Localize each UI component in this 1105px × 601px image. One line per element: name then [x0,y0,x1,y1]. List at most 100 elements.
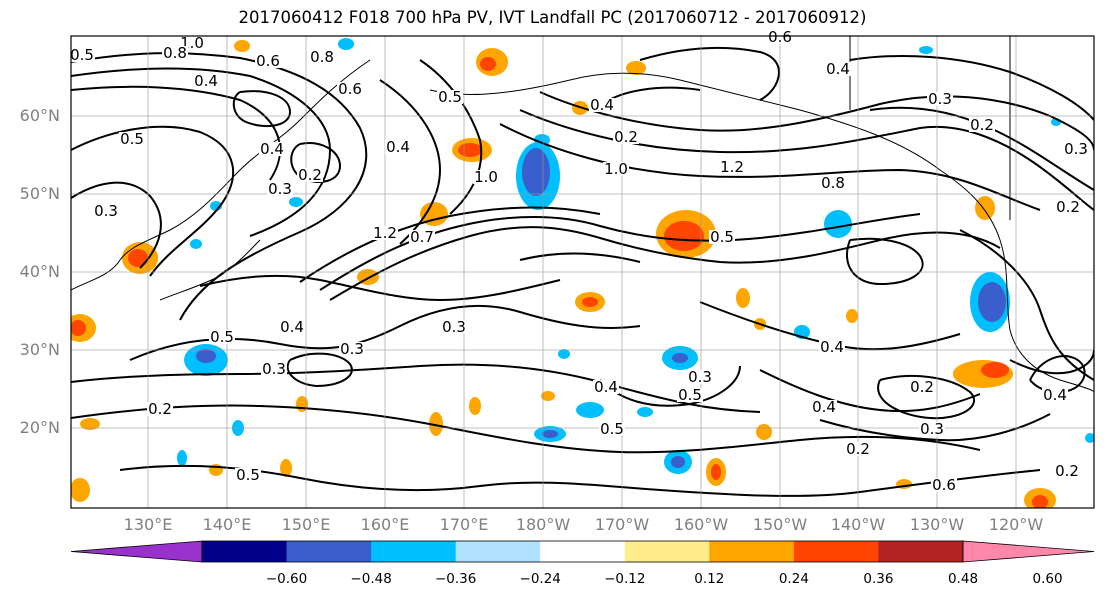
contour-label-background [297,168,323,182]
contour-label: 0.3 [340,340,364,358]
colorbar-tick-label: 0.24 [778,571,809,587]
contour-label-background [339,342,365,356]
contour-label: 0.2 [614,128,638,146]
contour-label-background [1042,388,1068,402]
contour-label: 0.2 [148,400,172,418]
longitude-label: 140°W [830,515,886,534]
contour-label-background [441,320,467,334]
contour-label: 0.5 [210,328,234,346]
contour-label-background [309,50,335,64]
colorbar-tick-label: −0.48 [350,571,392,587]
contour-label-background [119,132,145,146]
contour-label-background [162,46,188,60]
colorbar-segment [371,541,457,562]
contour-label: 0.4 [1043,386,1067,404]
contour-label: 0.5 [236,466,260,484]
contour-label: 0.3 [928,90,952,108]
contour-label-background [69,48,95,62]
colorbar-tick-label: 0.60 [1032,571,1063,587]
latitude-label: 50°N [19,184,60,203]
contour-label: 0.5 [710,228,734,246]
contour-label: 0.7 [410,228,434,246]
contour-label-background [235,468,261,482]
longitude-label: 130°E [123,515,173,534]
contour-label: 1.2 [720,158,744,176]
contour-labels: 1.00.8 0.60.40.5 0.80.60.60.40.30.20.50.30… [69,28,1089,494]
contour-label-background [919,422,945,436]
longitude-label: 160°W [673,515,729,534]
latitude-label: 40°N [19,262,60,281]
coastlines [71,36,1094,393]
contour-label: 0.4 [280,318,304,336]
colorbar-extend-low [70,540,203,563]
contour-label: 0.5 [70,46,94,64]
contour-label-background [385,140,411,154]
contour-label-background [709,230,735,244]
contour-label: 0.4 [386,138,410,156]
longitude-label: 170°W [594,515,650,534]
contour-label: 0.2 [846,440,870,458]
latitude-label: 30°N [19,340,60,359]
contour-label: 0.3 [94,202,118,220]
colorbar-segment [624,541,710,562]
colorbar-tick-label: 0.36 [863,571,894,587]
contour-label: 0.5 [438,88,462,106]
contour-label: 0.6 [256,52,280,70]
contour-label-background [1063,142,1089,156]
contour-label-background [372,226,398,240]
contour-label-background [593,380,619,394]
contour-label: 0.5 [678,386,702,404]
colorbar-segment [455,541,541,562]
contour-label: 0.3 [442,318,466,336]
contour-label-background [437,90,463,104]
contour-label-background [1054,464,1080,478]
contour-label-background [603,162,629,176]
colorbar-extend-high [962,540,1095,563]
contour-label-background [719,160,745,174]
longitude-label: 120°W [988,515,1044,534]
contour-label: 0.6 [338,80,362,98]
contour-label-background [255,54,281,68]
longitude-label: 170°E [439,515,489,534]
contour-label-background [820,176,846,190]
colorbar-tick-label: 0.48 [947,571,979,587]
contour-label-background [337,82,363,96]
contour-label-background [589,98,615,112]
contour-label: 0.6 [768,28,792,46]
contour-label: 0.4 [594,378,618,396]
contour-label-background [259,142,285,156]
contour-label: 0.8 [821,174,845,192]
contour-label: 0.2 [298,166,322,184]
contour-label: 0.3 [688,368,712,386]
contour-label: 0.3 [1064,140,1088,158]
longitude-label: 140°E [202,515,252,534]
contour-label-background [1055,200,1081,214]
contour-label: 1.0 [604,160,628,178]
contour-label-background [927,92,953,106]
contour-label-background [261,362,287,376]
colorbar-tick-label: −0.36 [434,571,477,587]
contour-label: 0.4 [812,398,836,416]
longitude-label: 180°W [515,515,571,534]
contour-label: 0.4 [590,96,614,114]
contour-label-background [193,74,219,88]
contour-label: 0.6 [932,476,956,494]
contour-label-background [845,442,871,456]
longitude-label: 150°E [281,515,331,534]
contour-label-background [969,118,995,132]
colorbar-segment [286,541,372,562]
longitude-label: 160°E [360,515,410,534]
contour-label: 0.8 [310,48,334,66]
contour-label: 0.4 [260,140,284,158]
colorbar-segment [793,541,879,562]
longitude-label: 130°W [909,515,965,534]
colorbar-tick-label: −0.60 [265,571,308,587]
contour-label-background [677,388,703,402]
contour-label: 0.5 [600,420,624,438]
colorbar [70,540,1095,563]
contour-label-background [209,330,235,344]
contour-label-background [825,62,851,76]
contour-label: 0.3 [262,360,286,378]
contour-label: 0.2 [1056,198,1080,216]
contour-label-background [767,30,793,44]
